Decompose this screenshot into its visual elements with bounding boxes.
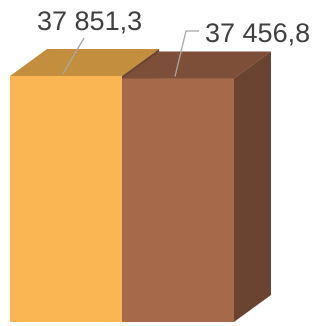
- data-label-2: 37 456,8: [205, 18, 310, 48]
- data-label-1: 37 851,3: [37, 6, 142, 36]
- leader-line-1: [62, 37, 85, 75]
- bar-1: [10, 75, 122, 322]
- leader-lines-group: [62, 30, 199, 77]
- bars-group: [10, 48, 271, 323]
- leader-line-2: [174, 30, 199, 77]
- bar-2-top: [122, 51, 271, 79]
- bar-2-side: [234, 51, 271, 323]
- bar-1-top: [10, 48, 159, 76]
- bar-2: [122, 78, 234, 323]
